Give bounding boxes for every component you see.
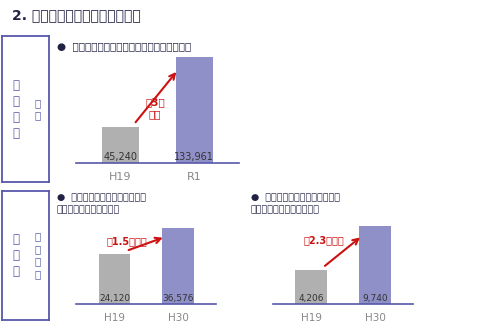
Text: 約2.3倍増加: 約2.3倍増加 bbox=[304, 235, 344, 245]
Text: 36,576: 36,576 bbox=[162, 294, 194, 303]
Text: 45,240: 45,240 bbox=[103, 151, 138, 162]
Text: ●  通級を受けている児童生徒数（小中学校）: ● 通級を受けている児童生徒数（小中学校） bbox=[57, 41, 191, 51]
Text: ●  日本語指導の必要な外国籍の
児童生徒数（小中学校）: ● 日本語指導の必要な外国籍の 児童生徒数（小中学校） bbox=[57, 194, 146, 214]
Text: 特
別
支
援: 特 別 支 援 bbox=[12, 78, 19, 140]
Text: 9,740: 9,740 bbox=[362, 294, 388, 303]
Text: 約1.5倍増加: 約1.5倍増加 bbox=[107, 236, 148, 246]
Text: 約3倍
増加: 約3倍 増加 bbox=[145, 97, 165, 119]
Bar bbox=[359, 226, 391, 304]
Bar bbox=[295, 270, 327, 304]
Text: 日
本
語: 日 本 語 bbox=[12, 233, 19, 278]
Text: 133,961: 133,961 bbox=[174, 151, 215, 162]
Text: 指
導
関
係: 指 導 関 係 bbox=[34, 232, 41, 279]
Text: 24,120: 24,120 bbox=[99, 294, 130, 303]
Text: ●  日本語指導の必要な日本国籍
の児童生徒数（小中学校）: ● 日本語指導の必要な日本国籍 の児童生徒数（小中学校） bbox=[251, 194, 340, 214]
Text: 関
係: 関 係 bbox=[34, 98, 41, 120]
Text: 4,206: 4,206 bbox=[299, 294, 324, 303]
Text: 2. 特別な教育へのニーズの増加: 2. 特別な教育へのニーズの増加 bbox=[12, 8, 141, 22]
Bar bbox=[98, 254, 130, 304]
Bar bbox=[176, 57, 213, 163]
Bar bbox=[102, 127, 139, 163]
Bar bbox=[162, 228, 194, 304]
